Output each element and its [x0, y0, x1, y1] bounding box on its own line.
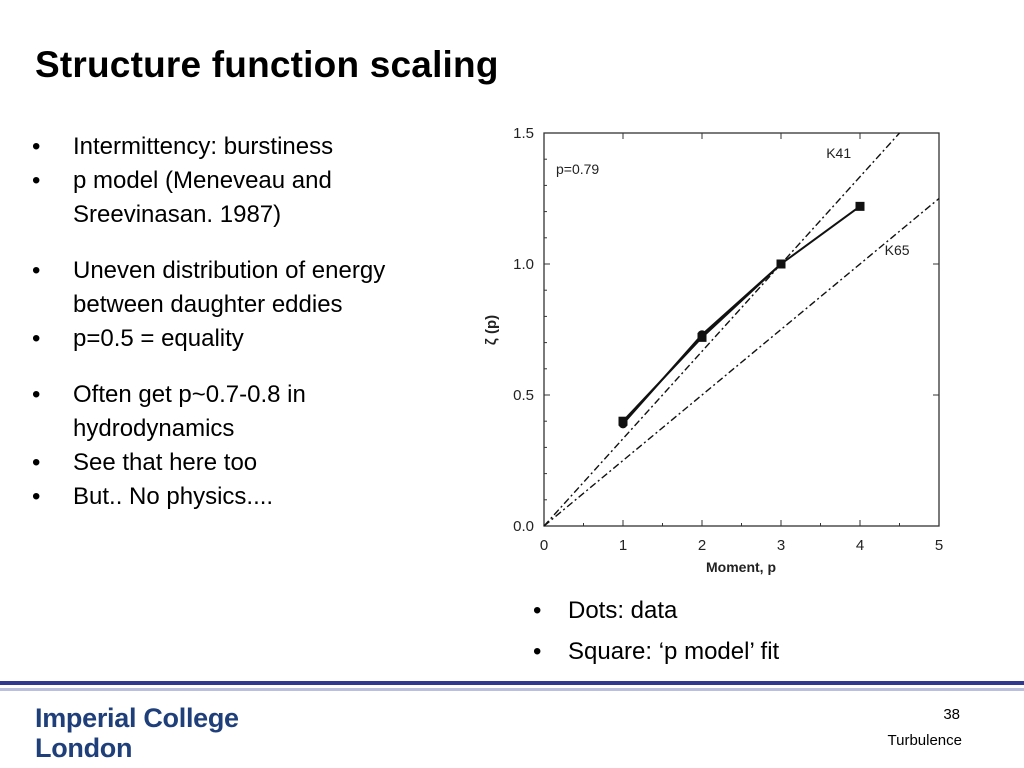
reference-label-k41: K41: [826, 145, 851, 161]
x-axis-label: Moment, p: [706, 559, 776, 575]
slide-title: Structure function scaling: [35, 44, 499, 85]
reference-line-k41: [543, 132, 901, 527]
bullet-intermittency: Intermittency: burstiness: [32, 130, 462, 164]
data-series: [618, 201, 865, 429]
x-tick-label: 3: [777, 537, 785, 554]
footer-section: Turbulence: [887, 732, 963, 749]
y-tick-label: 0.0: [513, 518, 534, 535]
legend-bullet-list: Dots: data Square: ‘p model’ fit: [533, 590, 779, 672]
fit-point: [618, 416, 628, 426]
reference-label-k65: K65: [885, 242, 910, 258]
logo-line-1: Imperial College: [35, 703, 239, 733]
structure-function-chart: 0 1 2 3 4 5 0.0 0.5 1.0 1.5 K41 K65 p=0.79 Moment,…: [483, 125, 943, 575]
fit-line: [622, 205, 861, 422]
logo-line-2: London: [35, 733, 133, 763]
bullet-uneven-distribution: Uneven distribution of energy between da…: [32, 254, 462, 322]
bullet-see-here: See that here too: [32, 446, 462, 480]
axis-ticks: 0 1 2 3 4 5 0.0 0.5 1.0 1.5: [513, 125, 943, 554]
y-tick-label: 0.5: [513, 387, 534, 404]
bullet-p-model: p model (Meneveau and Sreevinasan. 1987): [32, 164, 462, 232]
x-tick-label: 1: [619, 537, 627, 554]
x-tick-label: 2: [698, 537, 706, 554]
y-tick-label: 1.5: [513, 125, 534, 142]
bullet-equality: p=0.5 = equality: [32, 322, 462, 356]
imperial-college-logo: Imperial College London: [35, 703, 239, 763]
main-bullet-list: Intermittency: burstiness p model (Menev…: [32, 130, 462, 514]
chart-annotation: p=0.79: [556, 161, 599, 177]
y-tick-label: 1.0: [513, 256, 534, 273]
x-tick-label: 5: [935, 537, 943, 554]
x-tick-label: 0: [540, 537, 548, 554]
bullet-square-fit: Square: ‘p model’ fit: [533, 631, 779, 672]
footer-rule-dark: [0, 681, 1024, 685]
page-number: 38: [943, 706, 960, 723]
bullet-no-physics: But.. No physics....: [32, 480, 462, 514]
fit-point: [697, 332, 707, 342]
y-axis-label: ζ (p): [483, 315, 500, 345]
plot-frame: [543, 132, 940, 527]
footer-rule-light: [0, 688, 1024, 691]
fit-point: [855, 201, 865, 211]
x-tick-label: 4: [856, 537, 864, 554]
data-line: [622, 263, 782, 425]
bullet-often: Often get p~0.7-0.8 in hydrodynamics: [32, 378, 462, 446]
fit-point: [776, 259, 786, 269]
bullet-dots-data: Dots: data: [533, 590, 779, 631]
reference-lines: K41 K65: [543, 132, 940, 527]
reference-line-k65: [543, 197, 940, 527]
